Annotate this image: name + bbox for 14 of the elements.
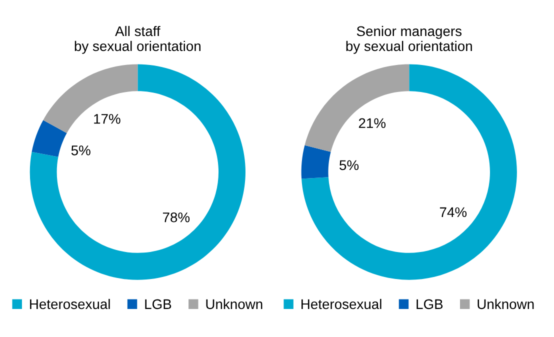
data-label: 5% xyxy=(71,146,90,156)
legend-label: Unknown xyxy=(478,298,534,310)
chart-title: Senior managers by sexual orientation xyxy=(346,26,472,54)
legend-label: Heterosexual xyxy=(30,298,110,310)
slice-label: Heterosexual xyxy=(302,298,382,310)
data-label: 5% xyxy=(340,160,359,170)
data-label: 21% xyxy=(358,118,386,128)
data-label: 74% xyxy=(440,207,467,218)
legend-label: Unknown xyxy=(206,298,262,310)
data-label: 78% xyxy=(162,212,190,222)
legend-label: LGB xyxy=(416,299,443,310)
data-label: 17% xyxy=(94,114,120,124)
chart-title: All staff by sexual orientation xyxy=(74,26,200,54)
legend-label: LGB xyxy=(145,299,172,310)
